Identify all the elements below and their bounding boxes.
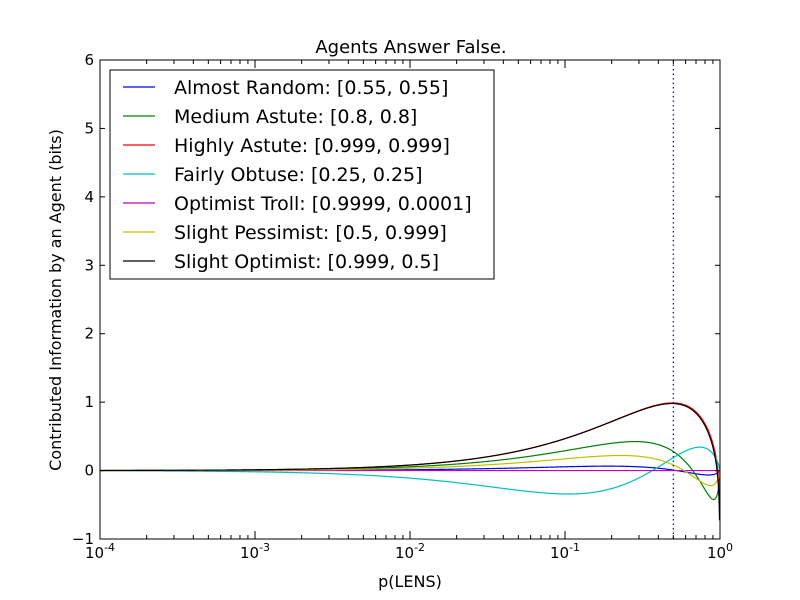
y-tick-label: 6: [84, 51, 94, 69]
chart-title: Agents Answer False.: [315, 37, 506, 58]
legend-label: Almost Random: [0.55, 0.55]: [174, 77, 448, 99]
series-line: [100, 402, 720, 506]
x-tick-label: 10-2: [395, 541, 425, 562]
legend-label: Medium Astute: [0.8, 0.8]: [174, 106, 417, 128]
legend: Almost Random: [0.55, 0.55] Medium Astute…: [109, 69, 495, 280]
y-tick-label: 4: [84, 188, 94, 206]
x-tick-label: 10-4: [85, 541, 115, 562]
y-tick-label: 5: [84, 119, 94, 137]
x-axis-label: p(LENS): [378, 572, 442, 591]
y-tick-label: −1: [72, 530, 94, 548]
legend-box: [109, 69, 495, 280]
series-line: [100, 402, 720, 521]
legend-label: Slight Optimist: [0.999, 0.5]: [174, 251, 439, 273]
legend-label: Optimist Troll: [0.9999, 0.0001]: [174, 193, 472, 215]
y-tick-label: 3: [84, 256, 94, 274]
legend-label: Fairly Obtuse: [0.25, 0.25]: [174, 164, 423, 186]
x-tick-label: 10-3: [240, 541, 270, 562]
y-tick-label: 2: [84, 325, 94, 343]
y-tick-label: 0: [84, 462, 94, 480]
x-tick-label: 10-1: [550, 541, 580, 562]
plot-area: [100, 60, 720, 539]
plot-frame: [99, 59, 721, 540]
x-tick-label: 100: [707, 541, 733, 562]
series-line: [100, 446, 720, 495]
y-axis-label: Contributed Information by an Agent (bit…: [46, 129, 65, 471]
legend-label: Highly Astute: [0.999, 0.999]: [174, 135, 450, 157]
legend-label: Slight Pessimist: [0.5, 0.999]: [174, 222, 447, 244]
y-tick-label: 1: [84, 393, 94, 411]
